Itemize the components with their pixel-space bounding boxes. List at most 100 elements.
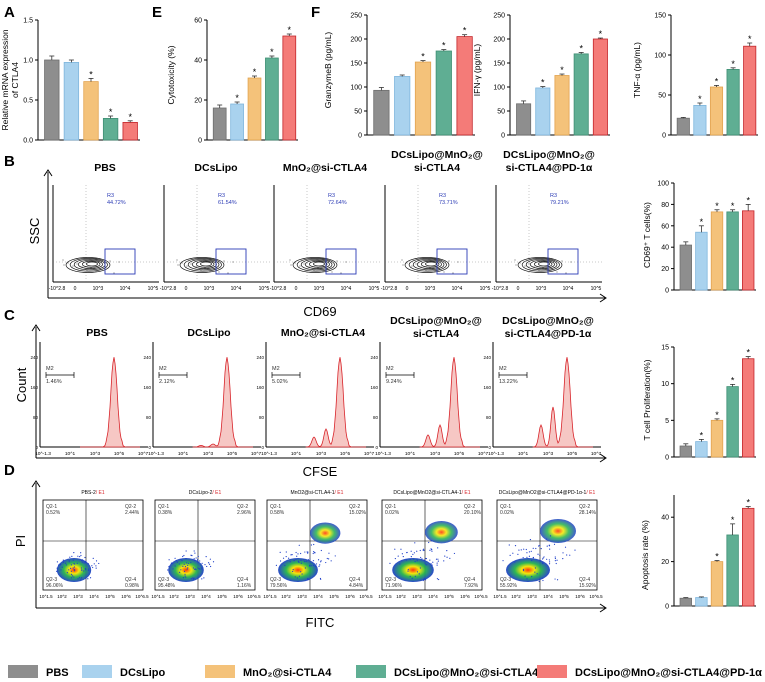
event-dot xyxy=(118,261,120,263)
bar xyxy=(535,87,551,136)
y-tick-label: 240 xyxy=(370,355,378,360)
event-dot xyxy=(288,557,290,559)
quadrant-q3-value: 95.48% xyxy=(158,583,176,589)
flow-panel-c-cfse: Count CFSE PBS DCsLipo MnO₂@si-CTLA4 DCs… xyxy=(14,315,607,479)
event-dot xyxy=(522,556,524,559)
event-dot xyxy=(423,548,425,550)
y-tick-label: 250 xyxy=(350,13,362,20)
event-dot xyxy=(84,568,87,570)
x-tick-label: 10^6 xyxy=(575,594,585,599)
histogram-plot: 0 80 160 240 M2 5.02% 10^-1.3 10^1 10^3 10^5 10^7 xyxy=(256,342,374,457)
event-dot xyxy=(95,560,98,562)
panel-c-x-arrowhead xyxy=(599,453,607,463)
event-dot xyxy=(293,560,295,562)
x-tick-label: 0 xyxy=(74,286,77,292)
significance-mark: * xyxy=(128,112,132,122)
event-dot xyxy=(533,266,535,268)
event-dot xyxy=(309,558,311,560)
event-dot xyxy=(548,563,551,565)
event-dot xyxy=(81,569,83,571)
event-dot xyxy=(389,562,391,564)
marker-m2-name: M2 xyxy=(159,366,167,372)
event-dot xyxy=(410,550,412,552)
panel-b-title-5a: DCsLipo@MnO₂@ xyxy=(503,149,595,161)
event-dot xyxy=(201,568,203,570)
event-dot xyxy=(184,575,186,577)
bar xyxy=(63,62,80,141)
event-dot xyxy=(275,564,277,566)
event-dot xyxy=(539,554,541,556)
event-dot xyxy=(543,556,545,558)
x-tick-label: 10^5 xyxy=(148,286,159,292)
event-dot xyxy=(180,569,182,571)
significance-mark: * xyxy=(715,76,719,86)
event-dot xyxy=(185,558,187,560)
event-dot xyxy=(193,550,195,552)
gate-r3 xyxy=(547,248,579,275)
event-dot xyxy=(71,575,74,577)
event-dot xyxy=(539,578,541,581)
legend-label: MnO₂@si-CTLA4 xyxy=(243,667,332,679)
x-tick-label: 10^5 xyxy=(454,451,465,457)
x-tick-label: 10^3 xyxy=(543,451,554,457)
plot-title: MnO2@si-CTLA4-1/ E1 xyxy=(291,490,344,496)
panel-b-title-4a: DCsLipo@MnO₂@ xyxy=(391,149,483,161)
x-tick-label: 10^6.5 xyxy=(135,594,149,599)
event-dot xyxy=(422,579,424,582)
event-dot xyxy=(446,550,448,552)
marker-m2-percent: 5.02% xyxy=(272,379,288,385)
histogram-plot: 0 80 160 240 M2 1.46% 10^-1.3 10^1 10^3 10^5 10^7 xyxy=(30,342,148,457)
gate-name: R3 xyxy=(107,193,114,199)
event-dot xyxy=(515,264,517,266)
bar xyxy=(230,103,244,141)
event-dot xyxy=(512,552,514,554)
x-tick-label: 10^5 xyxy=(114,451,125,457)
event-dot xyxy=(431,564,433,566)
contour-line xyxy=(292,257,338,273)
x-tick-label: 10^3 xyxy=(90,451,101,457)
density-cluster-main xyxy=(278,558,318,582)
event-dot xyxy=(193,558,195,560)
x-tick-label: 10^5 xyxy=(559,594,569,599)
significance-mark: * xyxy=(746,498,750,508)
event-dot xyxy=(181,559,183,562)
event-dot xyxy=(201,578,203,580)
bar xyxy=(679,244,692,291)
quadrant-q4-name: Q2-4 xyxy=(125,577,136,583)
event-dot xyxy=(285,551,287,553)
event-dot xyxy=(414,560,416,563)
gate-name: R3 xyxy=(550,193,557,199)
event-dot xyxy=(409,575,411,578)
significance-mark: * xyxy=(731,515,735,525)
event-dot xyxy=(95,270,97,272)
panel-label-d: D xyxy=(4,462,15,479)
histogram-plot: 0 80 160 240 M2 9.24% 10^-1.3 10^1 10^3 10^5 10^7 xyxy=(370,342,488,457)
event-dot xyxy=(556,559,558,561)
event-dot xyxy=(81,559,84,561)
bar-chart-proliferation: 0 5 10 15 T cell Proliferation(%) * * * * xyxy=(642,345,756,462)
x-tick-label: 10^1.5 xyxy=(378,594,392,599)
y-tick-label: 0 xyxy=(665,604,669,611)
event-dot xyxy=(68,560,70,562)
event-dot xyxy=(340,272,342,274)
event-dot xyxy=(213,268,215,270)
event-dot xyxy=(538,545,540,547)
x-tick-label: 10^6.5 xyxy=(589,594,603,599)
bar xyxy=(742,358,755,458)
event-dot xyxy=(397,555,399,557)
event-dot xyxy=(394,548,396,550)
event-dot xyxy=(95,567,97,569)
event-dot xyxy=(195,266,197,268)
gate-r3 xyxy=(436,248,468,275)
x-tick-label: 0 xyxy=(295,286,298,292)
event-dot xyxy=(413,552,415,554)
x-tick-label: 10^4 xyxy=(313,594,323,599)
event-dot xyxy=(89,577,92,579)
panel-c-title-4b: si-CTLA4 xyxy=(413,328,459,340)
x-tick-label: 10^3 xyxy=(316,451,327,457)
event-dot xyxy=(420,266,422,268)
event-dot xyxy=(67,262,69,264)
event-dot xyxy=(436,562,438,564)
